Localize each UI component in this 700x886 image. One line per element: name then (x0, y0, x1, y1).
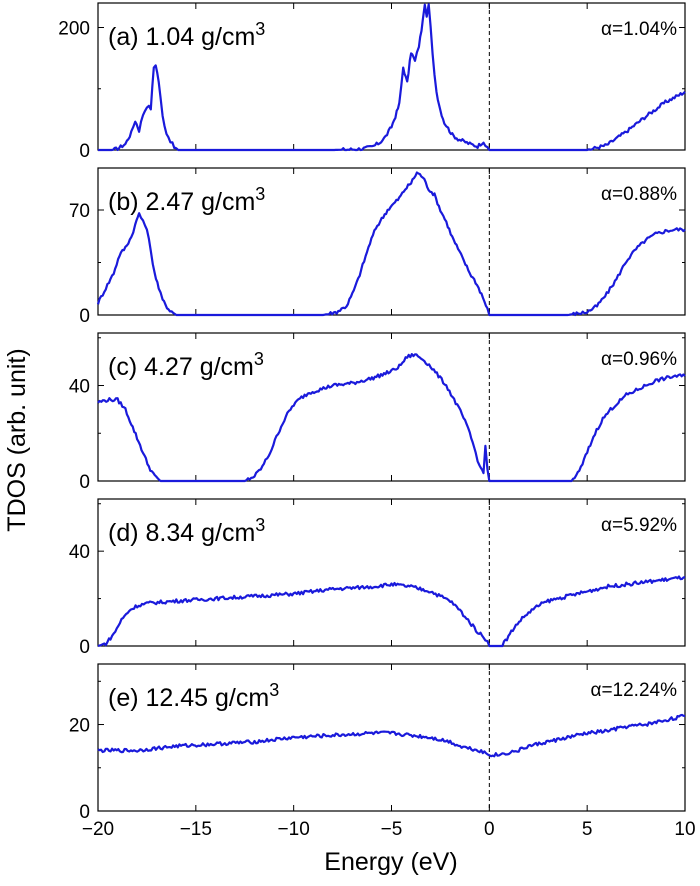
panel-title-text: (a) 1.04 g/cm (108, 23, 255, 51)
y-tick-label: 20 (69, 716, 90, 737)
alpha-annotation: α=0.96% (601, 349, 677, 370)
y-tick-label: 200 (58, 19, 90, 40)
panel-e: 0 20 (e) 12.45 g/cm3 α=12.24% −20 −15 −10 −5 0 5 1… (69, 663, 696, 840)
y-tick-label: 40 (69, 542, 90, 563)
alpha-annotation: α=0.88% (601, 184, 677, 205)
alpha-annotation: α=12.24% (590, 680, 677, 701)
y-tick-label: 0 (79, 802, 90, 823)
alpha-annotation: α=1.04% (601, 19, 677, 40)
x-tick-label: 10 (674, 819, 695, 840)
x-tick-label: −5 (381, 819, 403, 840)
tdos-series-line (97, 353, 686, 483)
y-tick-label: 0 (79, 472, 90, 493)
tdos-series-line (97, 713, 686, 758)
panel-d: 0 40 (d) 8.34 g/cm3 α=5.92% (69, 498, 686, 658)
panel-title: (c) 4.27 g/cm3 (108, 349, 264, 381)
panel-a: 0 200 (a) 1.04 g/cm3 α=1.04% (58, 2, 686, 162)
x-tick-label: 0 (484, 819, 495, 840)
y-axis-title: TDOS (arb. unit) (3, 348, 31, 531)
y-tick-label: 40 (69, 377, 90, 398)
panel-title-text: (d) 8.34 g/cm (108, 519, 255, 547)
panel-title-superscript: 3 (254, 349, 264, 369)
panel-title: (d) 8.34 g/cm3 (108, 515, 265, 547)
panel-title-text: (c) 4.27 g/cm (108, 353, 254, 381)
x-axis-title: Energy (eV) (324, 848, 457, 876)
y-tick-label: 70 (69, 201, 90, 222)
panel-c: 0 40 (c) 4.27 g/cm3 α=0.96% (69, 332, 686, 493)
tdos-series-line (96, 171, 686, 317)
x-tick-label: −20 (82, 819, 114, 840)
panel-title: (b) 2.47 g/cm3 (108, 184, 265, 216)
x-tick-label: −15 (180, 819, 212, 840)
panel-b: 0 70 (b) 2.47 g/cm3 α=0.88% (69, 167, 686, 327)
panel-title-superscript: 3 (255, 515, 265, 535)
alpha-annotation: α=5.92% (601, 515, 677, 536)
y-tick-label: 0 (79, 141, 90, 162)
panel-title: (e) 12.45 g/cm3 (108, 680, 279, 712)
y-tick-label: 0 (79, 637, 90, 658)
panel-title-text: (e) 12.45 g/cm (108, 684, 269, 712)
panel-title: (a) 1.04 g/cm3 (108, 19, 265, 51)
tdos-series-line (98, 3, 686, 152)
panel-title-text: (b) 2.47 g/cm (108, 188, 255, 216)
panel-title-superscript: 3 (269, 680, 279, 700)
y-tick-label: 0 (79, 306, 90, 327)
panel-title-superscript: 3 (255, 19, 265, 39)
panel-title-superscript: 3 (255, 184, 265, 204)
x-tick-label: 5 (582, 819, 593, 840)
tdos-series-line (97, 575, 686, 648)
x-tick-label: −10 (278, 819, 310, 840)
